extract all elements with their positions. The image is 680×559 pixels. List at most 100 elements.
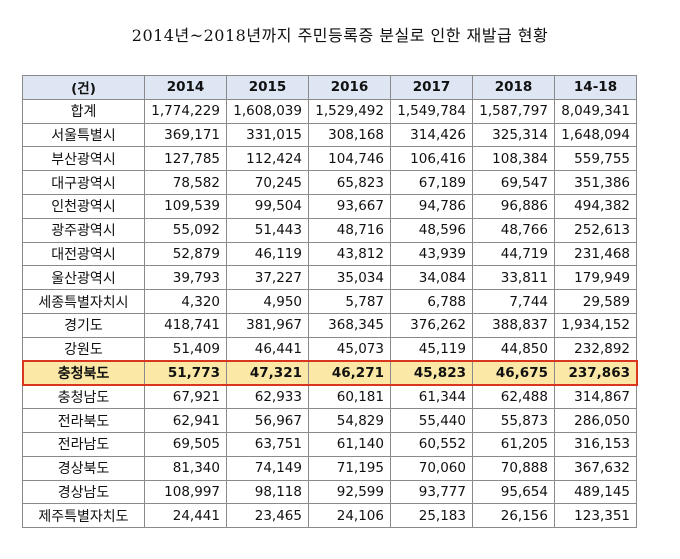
table-row: 경상북도 81,340 74,149 71,195 70,060 70,888 367,63…	[22, 455, 637, 481]
value-cell: 1,549,784	[390, 98, 473, 124]
value-cell: 325,314	[472, 122, 555, 148]
value-cell: 61,205	[472, 431, 555, 457]
value-cell: 55,092	[144, 217, 227, 243]
value-cell: 55,440	[390, 408, 473, 433]
value-cell: 494,382	[554, 193, 637, 219]
value-cell: 65,823	[308, 170, 391, 195]
region-cell: 제주특별자치도	[22, 503, 145, 529]
value-cell: 63,751	[226, 431, 309, 457]
header-2016: 2016	[308, 75, 391, 100]
reissue-table: (건) 2014 2015 2016 2017 2018 14-18 합계 1,7…	[22, 75, 637, 529]
region-cell: 경기도	[22, 312, 145, 338]
value-cell: 367,632	[554, 455, 637, 481]
value-cell: 43,812	[308, 241, 391, 267]
value-cell: 60,181	[308, 384, 391, 410]
value-cell: 4,950	[226, 289, 309, 314]
header-unit: (건)	[22, 75, 145, 100]
value-cell: 62,941	[144, 408, 227, 433]
table-row: 전라북도 62,941 56,967 54,829 55,440 55,873 286,05…	[22, 408, 637, 433]
table-row: 대구광역시 78,582 70,245 65,823 67,189 69,547 351,3…	[22, 170, 637, 195]
value-cell: 62,933	[226, 384, 309, 410]
value-cell: 24,106	[308, 503, 391, 529]
value-cell: 45,073	[308, 336, 391, 362]
value-cell: 108,384	[472, 146, 555, 172]
value-cell: 46,675	[472, 360, 555, 386]
region-cell: 경상북도	[22, 455, 145, 481]
value-cell: 4,320	[144, 289, 227, 314]
value-cell: 39,793	[144, 265, 227, 291]
value-cell: 48,766	[472, 217, 555, 243]
table-row: 강원도 51,409 46,441 45,073 45,119 44,850 232,892	[22, 336, 637, 362]
value-cell: 74,149	[226, 455, 309, 481]
region-cell: 광주광역시	[22, 217, 145, 243]
value-cell: 46,119	[226, 241, 309, 267]
value-cell: 61,140	[308, 431, 391, 457]
value-cell: 368,345	[308, 312, 391, 338]
value-cell: 54,829	[308, 408, 391, 433]
value-cell: 26,156	[472, 503, 555, 529]
value-cell: 1,608,039	[226, 98, 309, 124]
table-row: 울산광역시 39,793 37,227 35,034 34,084 33,811 179,9…	[22, 265, 637, 291]
header-2017: 2017	[390, 75, 473, 100]
value-cell: 1,529,492	[308, 98, 391, 124]
header-2018: 2018	[472, 75, 555, 100]
value-cell: 51,443	[226, 217, 309, 243]
value-cell: 94,786	[390, 193, 473, 219]
region-cell: 대전광역시	[22, 241, 145, 267]
value-cell: 56,967	[226, 408, 309, 433]
value-cell: 93,777	[390, 479, 473, 505]
value-cell: 109,539	[144, 193, 227, 219]
value-cell: 46,441	[226, 336, 309, 362]
value-cell: 51,409	[144, 336, 227, 362]
region-cell: 전라북도	[22, 408, 145, 433]
value-cell: 45,119	[390, 336, 473, 362]
region-cell: 합계	[22, 98, 145, 124]
value-cell: 314,867	[554, 384, 637, 410]
table-row-highlighted: 충청북도 51,773 47,321 46,271 45,823 46,675 237,86…	[22, 360, 637, 386]
value-cell: 489,145	[554, 479, 637, 505]
table-row: 인천광역시 109,539 99,504 93,667 94,786 96,886 494,…	[22, 193, 637, 219]
value-cell: 8,049,341	[554, 98, 637, 124]
value-cell: 23,465	[226, 503, 309, 529]
value-cell: 48,596	[390, 217, 473, 243]
value-cell: 106,416	[390, 146, 473, 172]
value-cell: 78,582	[144, 170, 227, 195]
value-cell: 55,873	[472, 408, 555, 433]
region-cell: 인천광역시	[22, 193, 145, 219]
table-row: 서울특별시 369,171 331,015 308,168 314,426 325,314…	[22, 122, 637, 148]
value-cell: 52,879	[144, 241, 227, 267]
value-cell: 95,654	[472, 479, 555, 505]
value-cell: 93,667	[308, 193, 391, 219]
value-cell: 43,939	[390, 241, 473, 267]
value-cell: 67,921	[144, 384, 227, 410]
region-cell: 충청북도	[22, 360, 145, 386]
table-row: 전라남도 69,505 63,751 61,140 60,552 61,205 316,15…	[22, 431, 637, 457]
value-cell: 7,744	[472, 289, 555, 314]
value-cell: 51,773	[144, 360, 227, 386]
value-cell: 232,892	[554, 336, 637, 362]
value-cell: 33,811	[472, 265, 555, 291]
value-cell: 331,015	[226, 122, 309, 148]
value-cell: 96,886	[472, 193, 555, 219]
region-cell: 강원도	[22, 336, 145, 362]
value-cell: 418,741	[144, 312, 227, 338]
header-2015: 2015	[226, 75, 309, 100]
table-row: 합계 1,774,229 1,608,039 1,529,492 1,549,784 1,…	[22, 98, 637, 124]
value-cell: 62,488	[472, 384, 555, 410]
value-cell: 45,823	[390, 360, 473, 386]
value-cell: 316,153	[554, 431, 637, 457]
value-cell: 70,060	[390, 455, 473, 481]
value-cell: 69,547	[472, 170, 555, 195]
table-body: 합계 1,774,229 1,608,039 1,529,492 1,549,784 1,…	[22, 98, 637, 529]
value-cell: 381,967	[226, 312, 309, 338]
value-cell: 559,755	[554, 146, 637, 172]
value-cell: 34,084	[390, 265, 473, 291]
value-cell: 37,227	[226, 265, 309, 291]
region-cell: 세종특별자치시	[22, 289, 145, 314]
value-cell: 1,587,797	[472, 98, 555, 124]
value-cell: 104,746	[308, 146, 391, 172]
region-cell: 서울특별시	[22, 122, 145, 148]
value-cell: 1,648,094	[554, 122, 637, 148]
table-row: 세종특별자치시 4,320 4,950 5,787 6,788 7,744 29,589	[22, 289, 637, 314]
region-cell: 충청남도	[22, 384, 145, 410]
